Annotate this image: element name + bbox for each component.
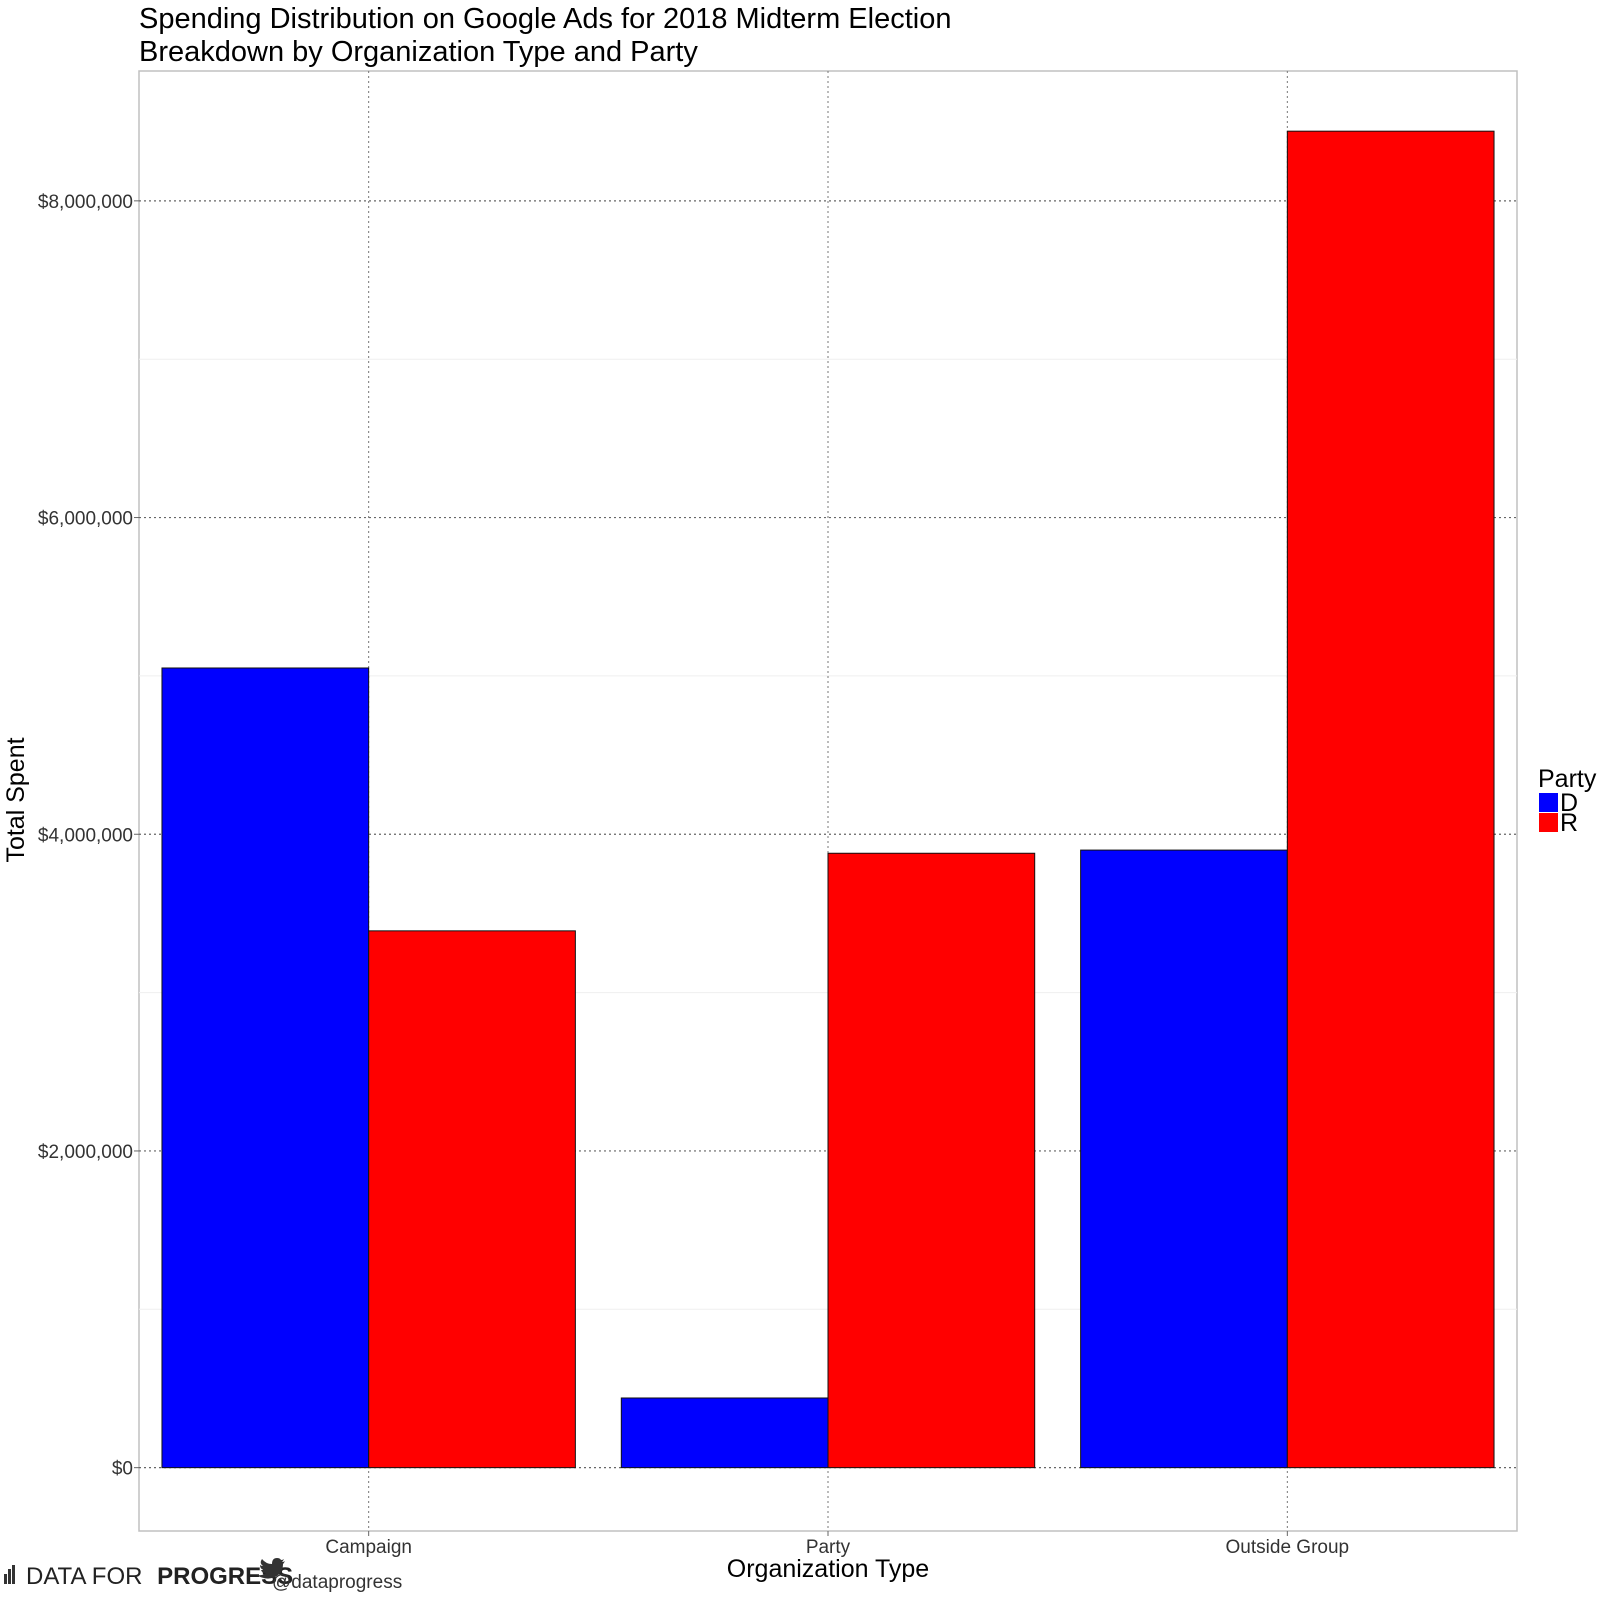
bar-d-outside-group <box>1080 849 1288 1469</box>
x-tick-label: Outside Group <box>1226 1537 1350 1558</box>
y-tick-label: $8,000,000 <box>38 192 133 213</box>
svg-text:DATA FOR PROGRESS: DATA FOR PROGRESS <box>26 1563 293 1590</box>
y-axis-title: Total Spent <box>2 737 30 862</box>
legend-title: Party <box>1538 765 1597 793</box>
bars <box>161 130 1495 1469</box>
twitter-bird-icon <box>256 1558 285 1579</box>
x-tick-label: Party <box>806 1537 851 1558</box>
bar-r-outside-group <box>1286 130 1495 1469</box>
y-tick-label: $2,000,000 <box>38 1142 133 1163</box>
chart-subtitle: Breakdown by Organization Type and Party <box>139 36 698 68</box>
footer: DATA FOR PROGRESS @dataprogress <box>4 1558 402 1593</box>
chart-title: Spending Distribution on Google Ads for … <box>139 3 951 35</box>
x-axis-ticks: Campaign Party Outside Group <box>325 1531 1349 1558</box>
legend-key-d <box>1539 793 1558 812</box>
legend: Party DR <box>1538 765 1597 837</box>
legend-label-d: D <box>1560 789 1578 817</box>
legend-label-r: R <box>1560 809 1578 837</box>
legend-key-r <box>1539 813 1558 832</box>
x-tick-label: Campaign <box>325 1537 412 1558</box>
y-tick-label: $0 <box>112 1459 133 1480</box>
bar-d-campaign <box>161 667 370 1469</box>
bar-r-party <box>827 852 1036 1469</box>
bar-chart-logo-icon <box>4 1565 15 1584</box>
footer-brand-light: DATA FOR <box>26 1563 142 1590</box>
y-tick-label: $4,000,000 <box>38 825 133 846</box>
y-axis-ticks: $0 $2,000,000 $4,000,000 $6,000,000 $8,000,0… <box>38 192 139 1480</box>
bar-r-campaign <box>368 930 576 1469</box>
y-tick-label: $6,000,000 <box>38 509 133 530</box>
footer-handle: @dataprogress <box>272 1572 402 1593</box>
x-axis-title: Organization Type <box>727 1555 929 1583</box>
bar-d-party <box>620 1397 829 1469</box>
